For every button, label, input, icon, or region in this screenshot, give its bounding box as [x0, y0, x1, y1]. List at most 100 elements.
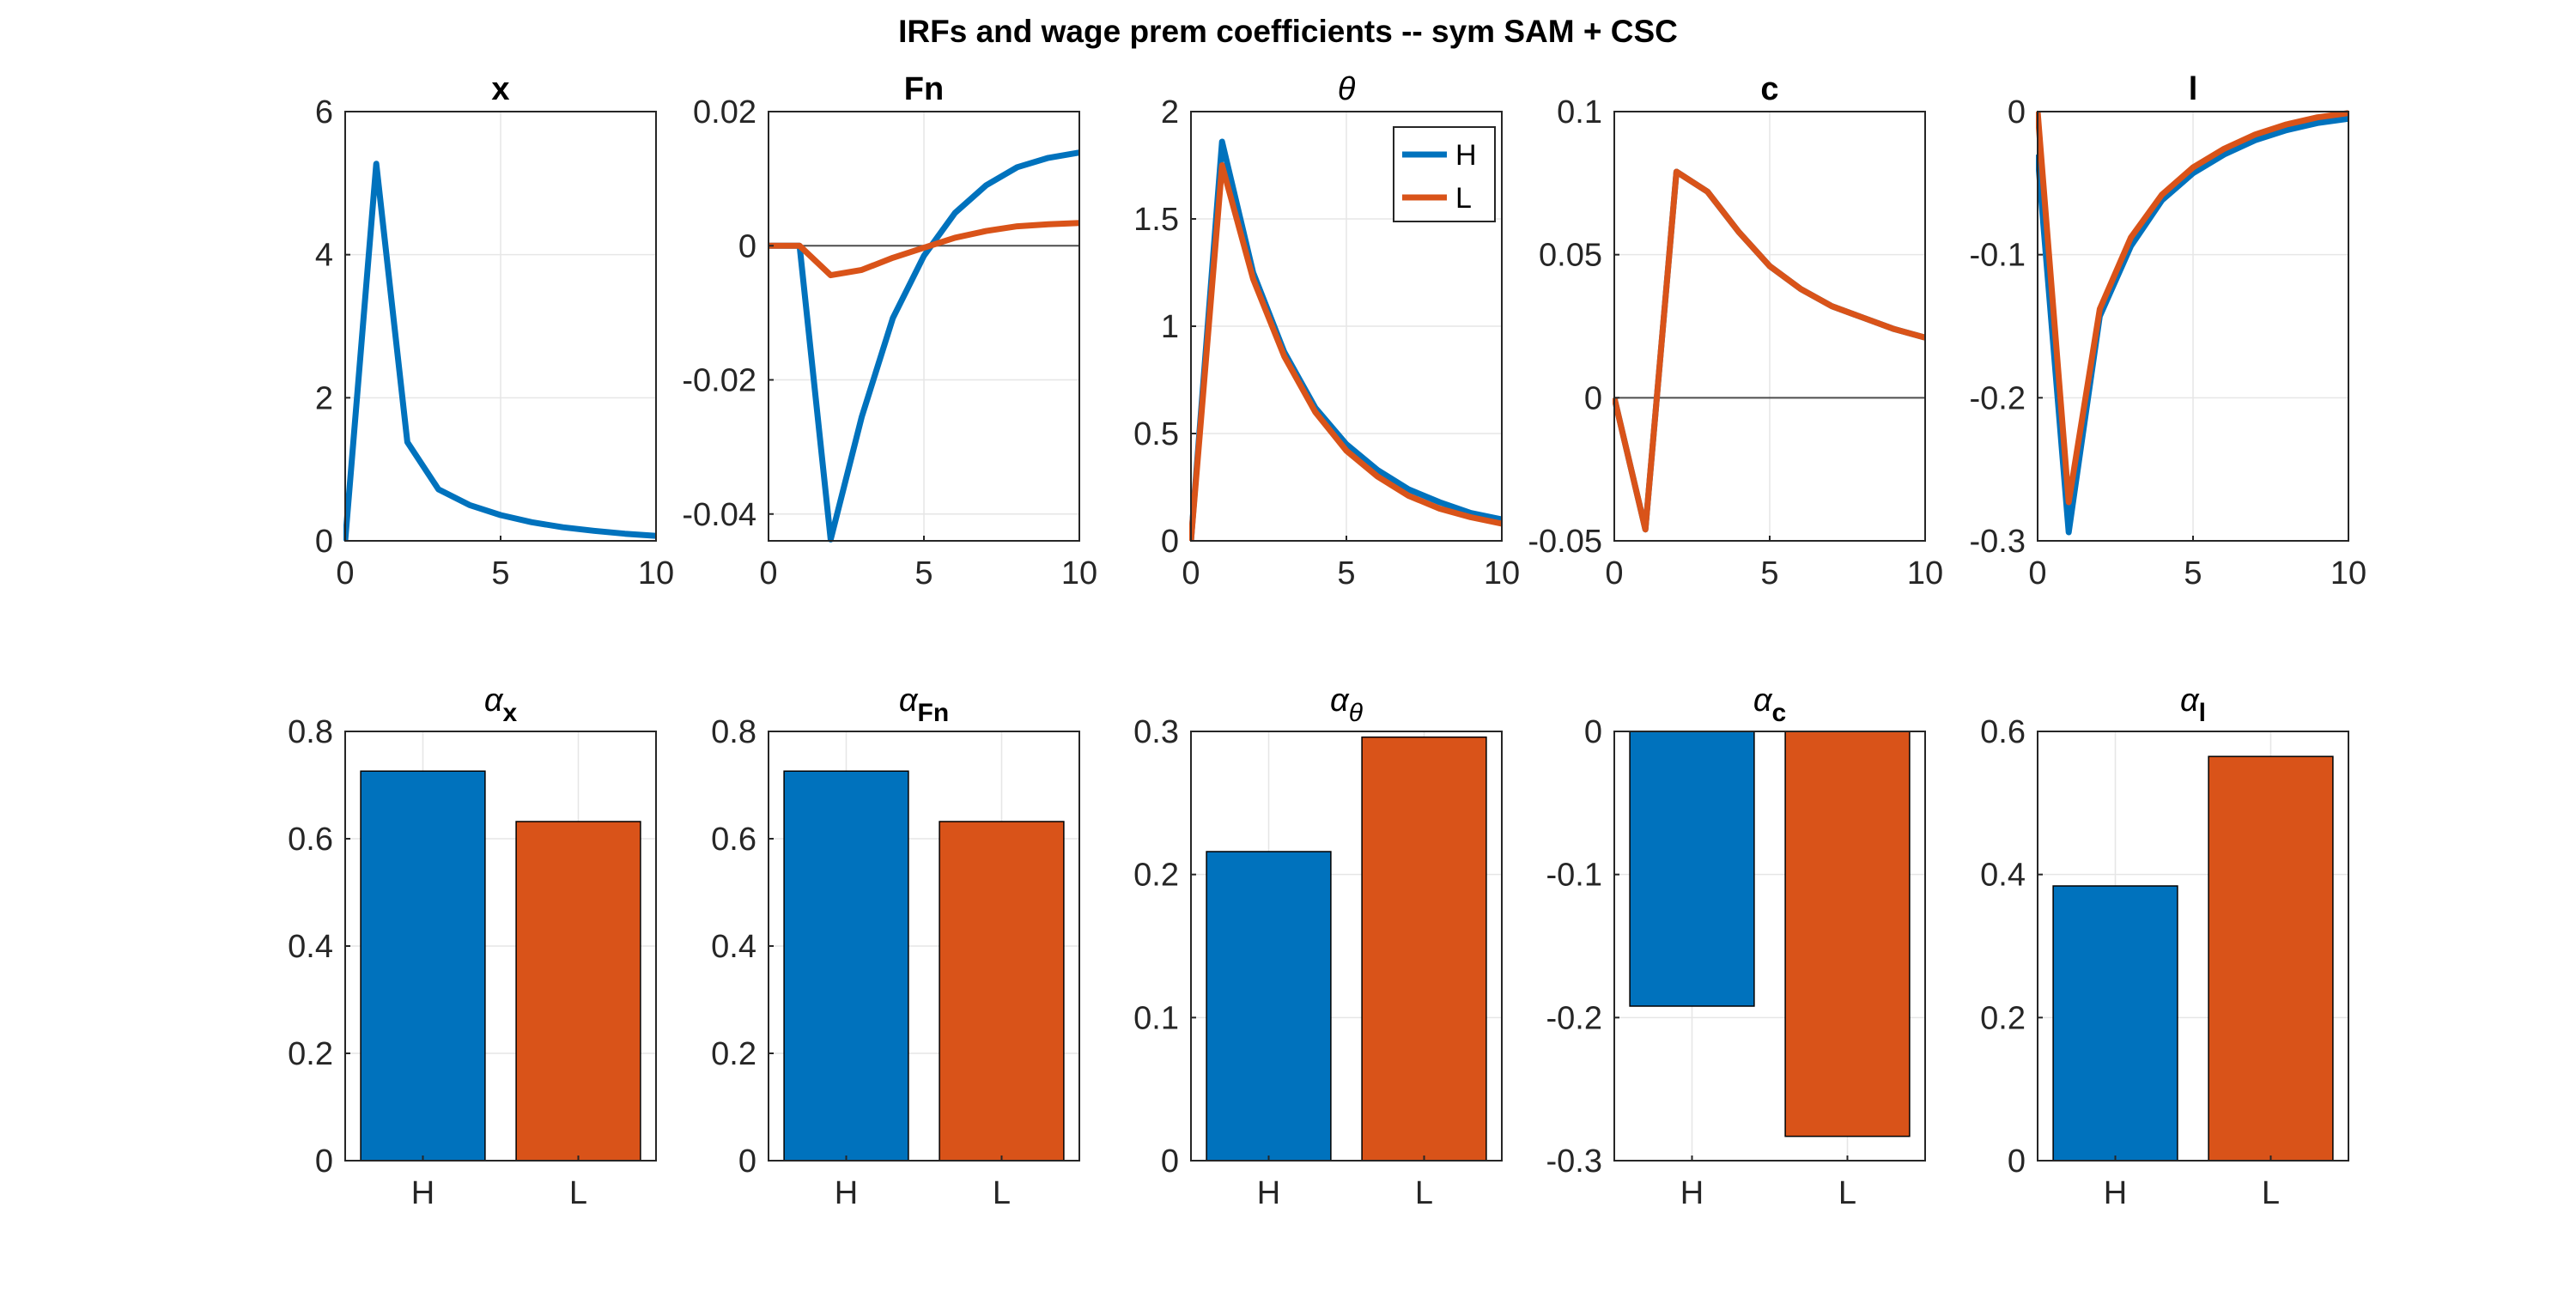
y-tick-label: -0.02: [682, 363, 756, 399]
x-tick-label: 10: [638, 555, 674, 591]
bar-panel-0: H L 0 0.2 0.4 0.6 0.8: [288, 714, 657, 1211]
y-tick-label: -0.2: [1970, 380, 2026, 416]
panel-title-subscript: Fn: [918, 699, 950, 727]
y-tick-label: 0.2: [1980, 1000, 2026, 1036]
bar-L: [2208, 755, 2334, 1162]
figure-title: IRFs and wage prem coefficients -- sym S…: [898, 14, 1678, 49]
y-tick-label: 0: [2008, 1143, 2026, 1180]
y-tick-label: 0.6: [1980, 714, 2026, 750]
bar-L: [1784, 731, 1911, 1137]
line-panel-4: 0 5 10 -0.3 -0.2 -0.1 0: [1970, 94, 2367, 591]
panel-title-subscript: l: [2199, 699, 2206, 727]
x-tick-label: 0: [759, 555, 777, 591]
legend-box: [1393, 126, 1496, 222]
panel-title-3: c: [1760, 71, 1778, 107]
panel-title-alpha: α: [484, 682, 504, 719]
panel-title-alpha: α: [1330, 682, 1350, 719]
y-tick-label: 0: [1161, 524, 1179, 560]
y-tick-label: 2: [315, 380, 333, 416]
y-tick-label: -0.3: [1546, 1143, 1602, 1180]
x-tick-label: 10: [1907, 555, 1943, 591]
x-tick-label: L: [569, 1175, 587, 1211]
y-tick-label: 6: [315, 94, 333, 130]
x-tick-label: L: [2262, 1175, 2280, 1211]
y-tick-label: 1: [1161, 309, 1179, 345]
y-tick-label: -0.04: [682, 497, 756, 533]
bar-H: [783, 770, 909, 1162]
x-tick-label: 10: [1061, 555, 1097, 591]
x-tick-label: H: [835, 1175, 858, 1211]
bar-panel-4: H L 0 0.2 0.4 0.6: [1980, 714, 2349, 1211]
y-tick-label: 2: [1161, 94, 1179, 130]
panel-title-1: Fn: [904, 71, 944, 107]
y-tick-label: 0: [1584, 714, 1602, 750]
y-tick-label: 0: [315, 524, 333, 560]
x-tick-label: 5: [914, 555, 933, 591]
x-tick-label: L: [1415, 1175, 1433, 1211]
panel-title-4: l: [2189, 71, 2198, 107]
legend-label-H: H: [1455, 139, 1477, 172]
y-tick-label: 0.5: [1133, 416, 1179, 452]
y-tick-label: -0.1: [1970, 238, 2026, 274]
line-panel-1: 0 5 10 -0.04 -0.02 0 0.02: [682, 94, 1097, 591]
x-tick-label: H: [1680, 1175, 1704, 1211]
y-tick-label: 0.8: [288, 714, 333, 750]
series-line-L: [1189, 162, 1503, 542]
y-tick-label: 0: [1584, 380, 1602, 416]
x-tick-label: 0: [336, 555, 354, 591]
x-tick-label: 10: [2330, 555, 2366, 591]
bar-panel-2: H L 0 0.1 0.2 0.3: [1133, 714, 1503, 1211]
line-panel-0: 0 5 10 0 2 4 6: [315, 94, 674, 591]
y-tick-label: 0.2: [711, 1036, 756, 1072]
bar-H: [360, 770, 486, 1162]
y-tick-label: 0: [738, 228, 756, 264]
line-panel-2: 0 5 10 0 0.5 1 1.5 2 HL: [1133, 94, 1520, 591]
y-tick-label: 0: [2008, 94, 2026, 130]
y-tick-label: 0.8: [711, 714, 756, 750]
panel-title-8: αc: [1753, 682, 1786, 727]
x-tick-label: L: [1838, 1175, 1856, 1211]
x-tick-label: 5: [491, 555, 509, 591]
panel-title-7: αθ: [1330, 682, 1364, 727]
axes-box: [1613, 731, 1926, 1162]
panel-title-6: αFn: [899, 682, 949, 727]
panel-title-9: αl: [2180, 682, 2206, 727]
axes-box: [1190, 731, 1503, 1162]
x-tick-label: 5: [1337, 555, 1355, 591]
panel-title-2: θ: [1338, 71, 1356, 107]
series-line-L: [2036, 110, 2349, 506]
bar-L: [1361, 736, 1487, 1162]
y-tick-label: 0.4: [711, 929, 756, 965]
x-tick-label: 5: [2184, 555, 2202, 591]
bar-L: [939, 821, 1065, 1162]
y-tick-label: -0.3: [1970, 524, 2026, 560]
x-tick-label: L: [993, 1175, 1011, 1211]
y-tick-label: -0.05: [1528, 524, 1602, 560]
y-tick-label: 0.6: [711, 822, 756, 858]
series-line-L: [1613, 168, 1926, 533]
legend: HL: [1393, 126, 1496, 222]
x-tick-label: H: [2104, 1175, 2127, 1211]
y-tick-label: 0.6: [288, 822, 333, 858]
y-tick-label: 0.1: [1133, 1000, 1179, 1036]
y-tick-label: 0.3: [1133, 714, 1179, 750]
panel-title-subscript: θ: [1349, 699, 1364, 727]
bar-panel-1: H L 0 0.2 0.4 0.6 0.8: [711, 714, 1080, 1211]
y-tick-label: 0.02: [693, 94, 756, 130]
legend-label-L: L: [1455, 182, 1472, 215]
series-line-H: [769, 149, 1080, 543]
bar-H: [1206, 851, 1332, 1162]
y-tick-label: 0.4: [288, 929, 333, 965]
y-tick-label: 0: [315, 1143, 333, 1180]
x-tick-label: 10: [1484, 555, 1520, 591]
y-tick-label: 0.05: [1539, 238, 1602, 274]
y-tick-label: 0: [1161, 1143, 1179, 1180]
series-line-H: [1189, 138, 1503, 542]
x-tick-label: H: [1257, 1175, 1280, 1211]
bar-H: [1629, 731, 1755, 1007]
y-tick-label: 0.4: [1980, 858, 2026, 894]
series-line-H: [343, 161, 657, 542]
y-tick-label: 1.5: [1133, 202, 1179, 238]
y-tick-label: 0: [738, 1143, 756, 1180]
